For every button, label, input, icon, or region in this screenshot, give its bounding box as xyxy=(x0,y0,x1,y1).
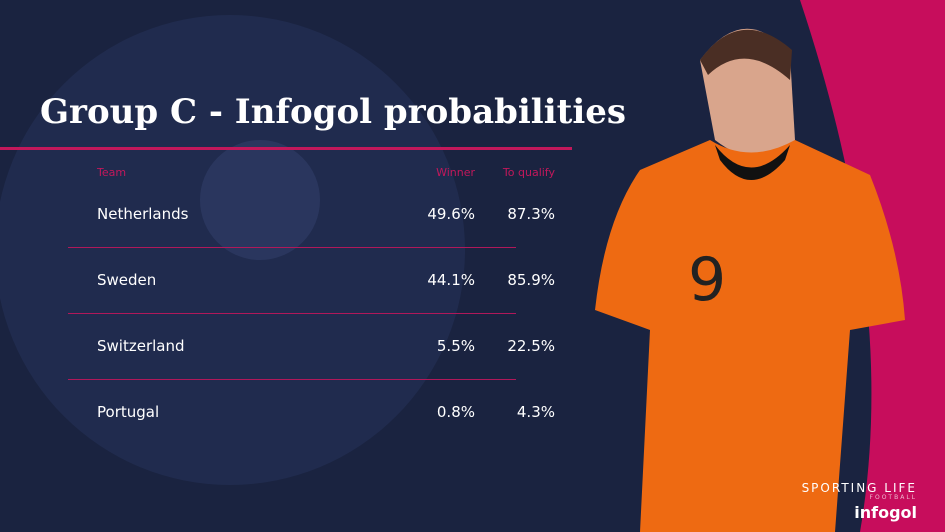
probability: 22.5% xyxy=(507,337,555,355)
title: Group C - Infogol probabilities xyxy=(40,92,627,132)
brand-partner: infogol xyxy=(854,503,917,522)
team-name: Netherlands xyxy=(97,205,189,223)
brand-sub: FOOTBALL xyxy=(869,494,917,501)
ball-shape xyxy=(0,15,465,485)
shirt-number: 9 xyxy=(688,245,726,315)
probability: 44.1% xyxy=(427,271,475,289)
column-header: To qualify xyxy=(502,166,555,179)
column-header: Winner xyxy=(436,166,475,179)
probability: 85.9% xyxy=(507,271,555,289)
row-separator xyxy=(68,313,516,314)
team-name: Sweden xyxy=(97,271,157,289)
player-hair xyxy=(700,29,792,80)
shirt-collar xyxy=(715,145,790,180)
probability: 5.5% xyxy=(436,337,475,355)
row-separator xyxy=(68,247,516,248)
row-separator xyxy=(68,379,516,380)
title-rule xyxy=(0,147,572,150)
probability: 87.3% xyxy=(507,205,555,223)
team-name: Portugal xyxy=(97,403,160,421)
team-name: Switzerland xyxy=(97,337,185,355)
probability: 49.6% xyxy=(427,205,475,223)
probability: 4.3% xyxy=(516,403,555,421)
probability: 0.8% xyxy=(436,403,475,421)
player-shirt xyxy=(595,140,905,532)
column-header: Team xyxy=(97,166,127,179)
ball-logo xyxy=(200,140,320,260)
brand-name: SPORTING LIFE xyxy=(801,481,917,495)
